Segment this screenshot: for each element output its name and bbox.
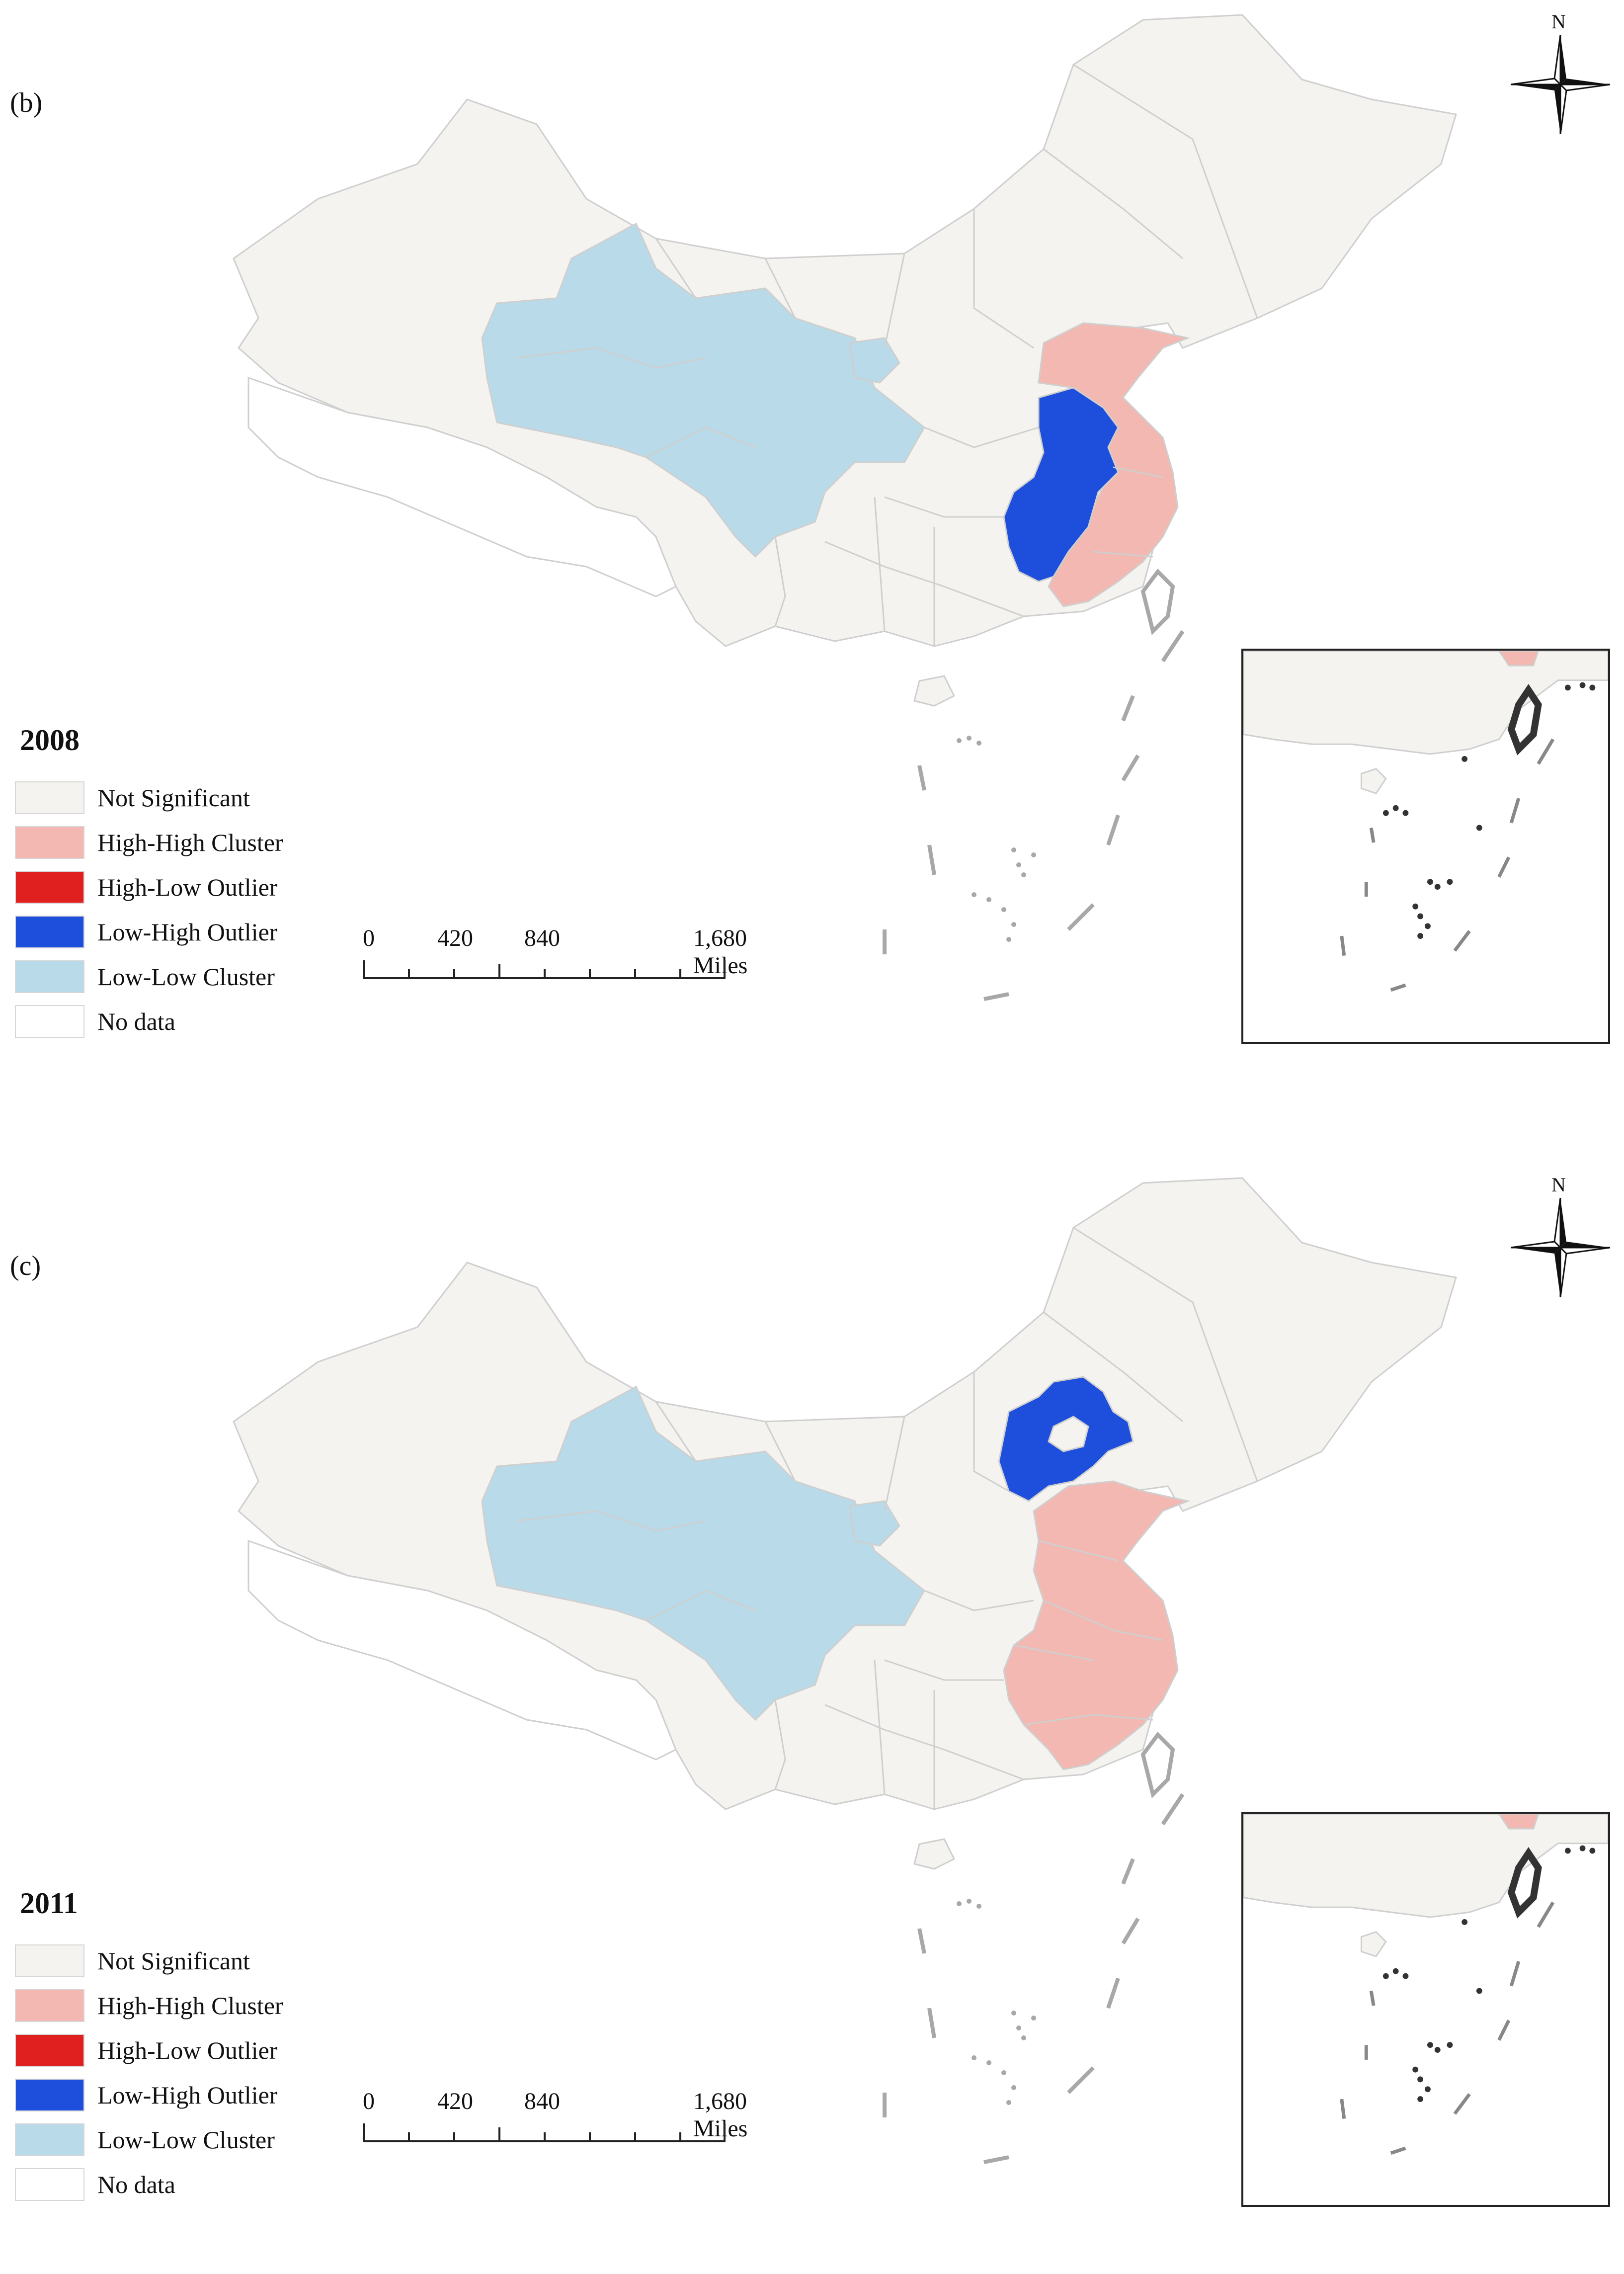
legend-swatch — [15, 960, 84, 993]
legend-label: High-Low Outlier — [97, 873, 278, 901]
south-sea-island-dots — [957, 1899, 1036, 2105]
north-arrow: N — [1511, 10, 1610, 134]
legend-item-no-data: No data — [15, 2162, 283, 2207]
scale-tick-label: 840 — [524, 2088, 560, 2114]
legend-item-low-high-outlier: Low-High Outlier — [15, 2073, 283, 2117]
legend-item-low-high-outlier: Low-High Outlier — [15, 910, 283, 954]
legend-swatch — [15, 781, 84, 814]
inset-map — [1243, 1814, 1608, 2155]
north-label: N — [1551, 1174, 1566, 1196]
legend-item-high-high-cluster: High-High Cluster — [15, 820, 283, 865]
legend-label: High-High Cluster — [97, 1992, 283, 2020]
province-borders — [516, 64, 1258, 646]
inset-map — [1243, 651, 1608, 992]
scale-bar: 0 420 840 1,680 Miles — [363, 925, 747, 994]
scale-tick-label: 0 — [363, 925, 375, 951]
scale-tick-label: 840 — [524, 925, 560, 951]
legend-swatch — [15, 2079, 84, 2111]
region-no-data — [247, 1539, 677, 1761]
map-panel-2011: (c) 2011 Not Significant High-High Clust… — [0, 1163, 1624, 2274]
scale-tick-label: 1,680 Miles — [693, 925, 748, 979]
north-arrow: N — [1511, 1173, 1610, 1297]
legend-item-not-significant: Not Significant — [15, 775, 283, 820]
scale-bar-line — [363, 960, 726, 979]
compass-rose-icon — [1511, 1198, 1610, 1297]
region-high-high-cluster — [1003, 1480, 1191, 1770]
legend-item-no-data: No data — [15, 999, 283, 1044]
region-low-high-outlier — [1003, 387, 1119, 583]
legend-swatch — [15, 2168, 84, 2201]
legend-swatch — [15, 2034, 84, 2067]
scale-bar: 0 420 840 1,680 Miles — [363, 2088, 747, 2157]
scale-tick-label: 420 — [437, 2088, 473, 2114]
legend-label: Not Significant — [97, 784, 250, 812]
legend-swatch — [15, 1005, 84, 1038]
legend-item-high-high-cluster: High-High Cluster — [15, 1983, 283, 2028]
china-choropleth-map-2008 — [233, 14, 1457, 1001]
legend-label: No data — [97, 2171, 175, 2198]
scale-tick-label: 1,680 Miles — [693, 2088, 748, 2142]
panel-label: (b) — [10, 87, 43, 118]
legend-item-not-significant: Not Significant — [15, 1938, 283, 1983]
legend-label: High-Low Outlier — [97, 2036, 278, 2064]
legend-item-high-low-outlier: High-Low Outlier — [15, 2028, 283, 2073]
legend-swatch — [15, 871, 84, 904]
map-legend: Not Significant High-High Cluster High-L… — [15, 1938, 283, 2207]
legend-label: Low-High Outlier — [97, 918, 278, 946]
region-low-low-cluster — [481, 222, 925, 558]
south-sea-islands — [883, 568, 1185, 1001]
legend-swatch — [15, 2123, 84, 2156]
region-not-significant-enclave — [1048, 1416, 1089, 1452]
map-panel-2008: (b) 2008 Not Significant High-High Clust… — [0, 0, 1624, 1111]
map-legend: Not Significant High-High Cluster High-L… — [15, 775, 283, 1044]
legend-label: No data — [97, 1008, 175, 1035]
china-choropleth-map-2011 — [233, 1177, 1457, 2164]
legend-swatch — [15, 1944, 84, 1977]
scale-bar-line — [363, 2123, 726, 2142]
south-sea-island-dots — [957, 736, 1036, 942]
province-borders — [516, 1227, 1258, 1809]
scale-tick-label: 0 — [363, 2088, 375, 2114]
south-china-sea-inset-map — [1241, 1812, 1610, 2207]
legend-swatch — [15, 826, 84, 859]
south-china-sea-inset-map — [1241, 649, 1610, 1044]
map-year-title: 2008 — [20, 724, 80, 757]
legend-swatch — [15, 1989, 84, 2022]
legend-label: High-High Cluster — [97, 829, 283, 856]
compass-rose-icon — [1511, 35, 1610, 134]
legend-label: Low-Low Cluster — [97, 2126, 275, 2154]
legend-swatch — [15, 916, 84, 948]
map-year-title: 2011 — [20, 1887, 78, 1920]
legend-item-low-low-cluster: Low-Low Cluster — [15, 954, 283, 999]
legend-label: Not Significant — [97, 1947, 250, 1975]
north-label: N — [1551, 10, 1566, 33]
legend-label: Low-High Outlier — [97, 2081, 278, 2109]
south-sea-islands — [883, 1731, 1185, 2164]
legend-item-high-low-outlier: High-Low Outlier — [15, 865, 283, 910]
scale-tick-label: 420 — [437, 925, 473, 951]
region-low-low-cluster — [481, 1385, 925, 1721]
legend-label: Low-Low Cluster — [97, 963, 275, 991]
legend-item-low-low-cluster: Low-Low Cluster — [15, 2117, 283, 2162]
panel-label: (c) — [10, 1251, 41, 1281]
region-no-data — [247, 376, 677, 597]
